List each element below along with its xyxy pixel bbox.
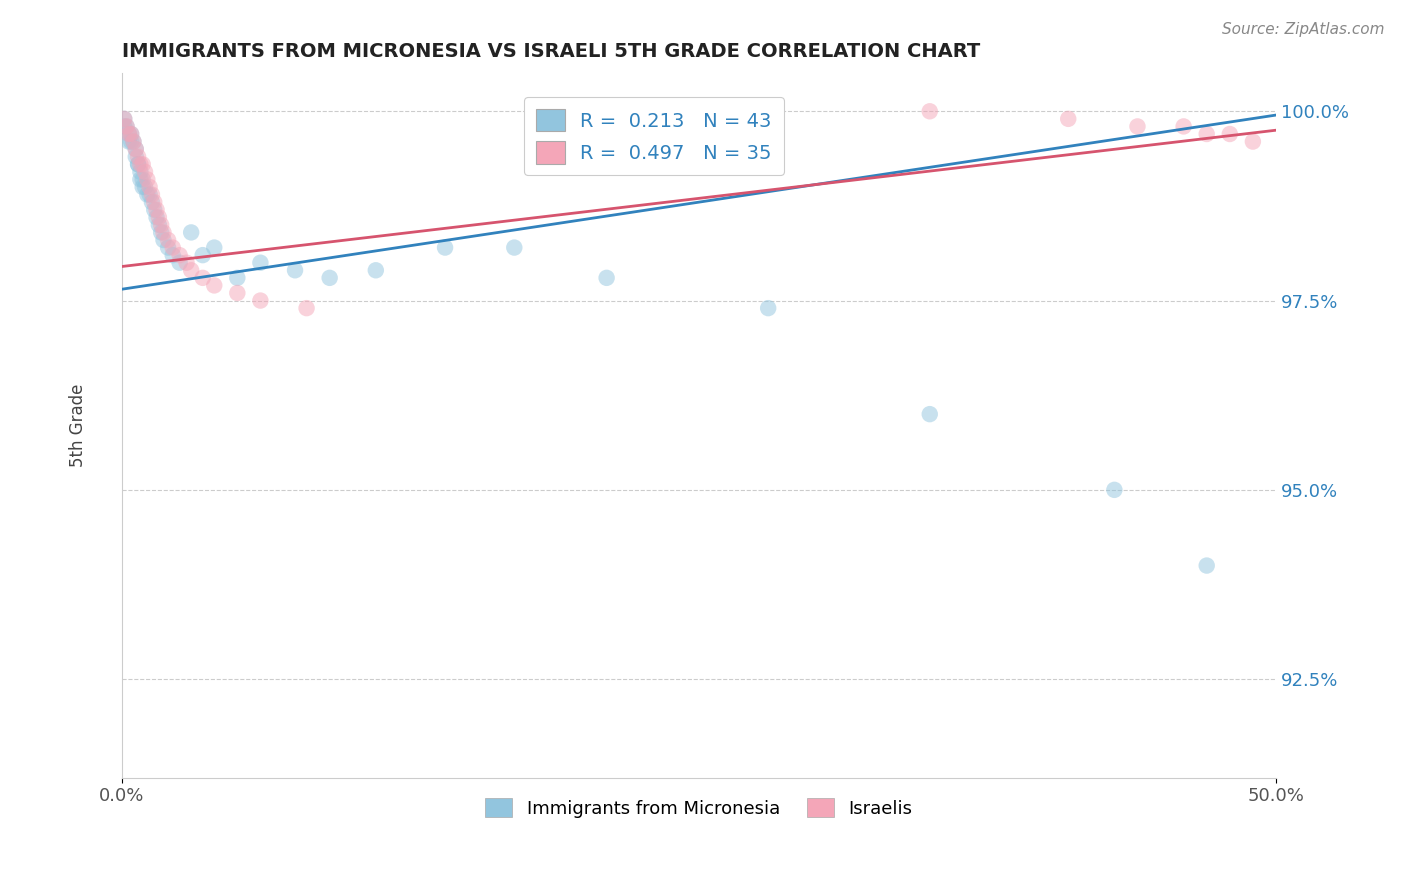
Point bbox=[148, 218, 170, 232]
Legend: Immigrants from Micronesia, Israelis: Immigrants from Micronesia, Israelis bbox=[478, 791, 920, 825]
Y-axis label: 5th Grade: 5th Grade bbox=[69, 384, 87, 467]
Point bbox=[595, 270, 617, 285]
Point bbox=[152, 226, 174, 240]
Point bbox=[115, 120, 138, 134]
Point bbox=[202, 278, 225, 293]
Point bbox=[129, 172, 152, 186]
Point bbox=[118, 127, 141, 141]
Point bbox=[202, 241, 225, 255]
Text: IMMIGRANTS FROM MICRONESIA VS ISRAELI 5TH GRADE CORRELATION CHART: IMMIGRANTS FROM MICRONESIA VS ISRAELI 5T… bbox=[122, 42, 980, 61]
Point bbox=[180, 226, 202, 240]
Point bbox=[131, 157, 153, 171]
Point bbox=[364, 263, 387, 277]
Point bbox=[150, 218, 173, 232]
Point bbox=[318, 270, 340, 285]
Point bbox=[249, 256, 271, 270]
Point bbox=[503, 241, 526, 255]
Point bbox=[136, 187, 159, 202]
Point bbox=[295, 301, 318, 315]
Point bbox=[127, 157, 149, 171]
Point bbox=[141, 195, 163, 210]
Point bbox=[1104, 483, 1126, 497]
Point bbox=[1195, 558, 1218, 573]
Point bbox=[141, 187, 163, 202]
Point bbox=[125, 150, 148, 164]
Point bbox=[120, 127, 142, 141]
Point bbox=[150, 226, 173, 240]
Point bbox=[122, 135, 145, 149]
Point bbox=[169, 248, 191, 262]
Point bbox=[148, 211, 170, 225]
Point bbox=[756, 301, 779, 315]
Point bbox=[226, 285, 249, 300]
Point bbox=[112, 112, 135, 126]
Point bbox=[127, 157, 149, 171]
Point bbox=[918, 104, 941, 119]
Point bbox=[162, 248, 184, 262]
Point bbox=[129, 157, 152, 171]
Text: Source: ZipAtlas.com: Source: ZipAtlas.com bbox=[1222, 22, 1385, 37]
Point bbox=[145, 202, 167, 217]
Point bbox=[131, 172, 153, 186]
Point bbox=[134, 180, 156, 194]
Point bbox=[284, 263, 307, 277]
Point bbox=[1173, 120, 1195, 134]
Point bbox=[1057, 112, 1080, 126]
Point bbox=[434, 241, 457, 255]
Point bbox=[226, 270, 249, 285]
Point bbox=[118, 127, 141, 141]
Point bbox=[191, 248, 214, 262]
Point bbox=[152, 233, 174, 247]
Point bbox=[1241, 135, 1264, 149]
Point bbox=[249, 293, 271, 308]
Point bbox=[127, 150, 149, 164]
Point bbox=[157, 233, 180, 247]
Point bbox=[1219, 127, 1241, 141]
Point bbox=[115, 120, 138, 134]
Point bbox=[125, 142, 148, 156]
Point bbox=[120, 127, 142, 141]
Point bbox=[125, 142, 148, 156]
Point bbox=[162, 241, 184, 255]
Point bbox=[120, 135, 142, 149]
Point bbox=[157, 241, 180, 255]
Point bbox=[112, 120, 135, 134]
Point bbox=[118, 135, 141, 149]
Point bbox=[143, 202, 166, 217]
Point bbox=[138, 187, 160, 202]
Point bbox=[169, 256, 191, 270]
Point bbox=[191, 270, 214, 285]
Point bbox=[145, 211, 167, 225]
Point bbox=[136, 172, 159, 186]
Point bbox=[134, 165, 156, 179]
Point bbox=[180, 263, 202, 277]
Point bbox=[112, 112, 135, 126]
Point bbox=[129, 165, 152, 179]
Point bbox=[918, 407, 941, 421]
Point bbox=[1126, 120, 1149, 134]
Point bbox=[138, 180, 160, 194]
Point bbox=[1195, 127, 1218, 141]
Point bbox=[131, 180, 153, 194]
Point bbox=[176, 256, 198, 270]
Point bbox=[143, 195, 166, 210]
Point bbox=[122, 135, 145, 149]
